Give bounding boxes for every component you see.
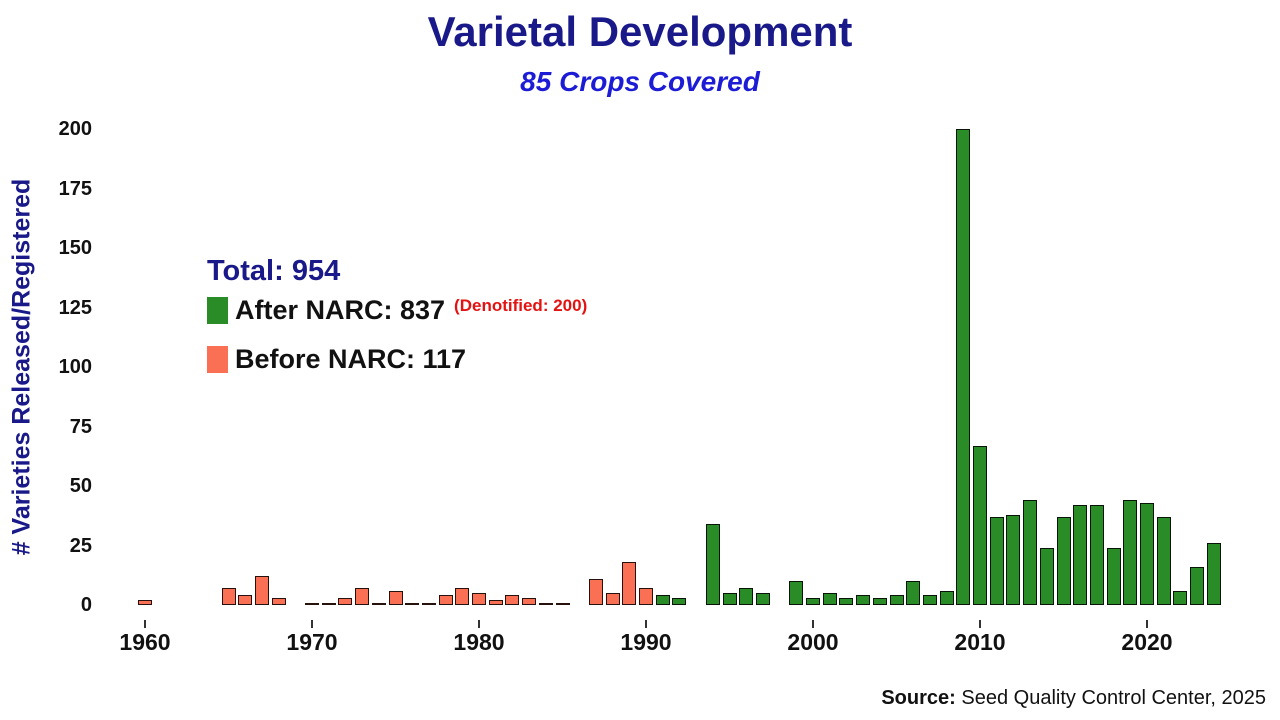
bar-2017 bbox=[1089, 505, 1104, 605]
x-tickmark-1960 bbox=[144, 620, 146, 628]
y-tick-25: 25 bbox=[69, 534, 92, 557]
bar-1996 bbox=[739, 588, 754, 605]
after-narc-swatch-icon bbox=[207, 297, 228, 324]
bar-1989 bbox=[622, 562, 637, 605]
bar-2009 bbox=[956, 129, 971, 605]
x-tick-1980: 1980 bbox=[453, 629, 505, 655]
x-tick-1990: 1990 bbox=[620, 629, 672, 655]
bar-1975 bbox=[388, 590, 403, 605]
y-tick-0: 0 bbox=[80, 594, 92, 616]
bar-2018 bbox=[1106, 547, 1121, 605]
y-tick-50: 50 bbox=[69, 475, 92, 497]
bar-1980 bbox=[472, 593, 486, 605]
bar-2001 bbox=[822, 593, 837, 605]
bar-1981 bbox=[488, 600, 503, 605]
legend-after-label: After NARC: 837 bbox=[235, 295, 446, 325]
bar-2020 bbox=[1140, 502, 1154, 605]
x-tickmark-1970 bbox=[311, 620, 313, 628]
bar-2010 bbox=[973, 445, 987, 605]
bar-2024 bbox=[1206, 543, 1221, 605]
bar-1995 bbox=[722, 593, 737, 605]
bar-1983 bbox=[522, 597, 537, 605]
bar-1982 bbox=[505, 595, 520, 605]
bar-1979 bbox=[455, 588, 470, 605]
bar-1977 bbox=[421, 602, 436, 605]
bar-1997 bbox=[755, 593, 770, 605]
bar-2023 bbox=[1190, 566, 1205, 605]
bar-1966 bbox=[238, 595, 253, 605]
y-tick-150: 150 bbox=[58, 237, 92, 259]
legend-before-label: Before NARC: 117 bbox=[235, 344, 467, 374]
bar-2015 bbox=[1056, 516, 1071, 605]
bar-1988 bbox=[605, 593, 620, 605]
bar-1974 bbox=[371, 602, 386, 605]
source-label: Source: bbox=[881, 687, 956, 709]
x-tick-1960: 1960 bbox=[119, 629, 171, 655]
x-tick-2000: 2000 bbox=[787, 629, 839, 655]
x-tick-2020: 2020 bbox=[1121, 629, 1173, 655]
bar-1971 bbox=[321, 602, 336, 605]
x-tick-1970: 1970 bbox=[286, 629, 338, 655]
legend-denotified-note: (Denotified: 200) bbox=[454, 296, 588, 315]
legend-item-after-narc: After NARC: 837 (Denotified: 200) bbox=[207, 295, 587, 325]
bar-1994 bbox=[705, 524, 720, 605]
bar-2002 bbox=[839, 597, 854, 605]
bar-1987 bbox=[588, 578, 603, 605]
bar-1985 bbox=[555, 602, 570, 605]
chart-subtitle: 85 Crops Covered bbox=[520, 66, 760, 97]
bar-2006 bbox=[906, 581, 921, 605]
bar-2003 bbox=[856, 595, 871, 605]
bar-2019 bbox=[1123, 500, 1138, 605]
bar-2013 bbox=[1023, 500, 1038, 605]
bar-1976 bbox=[405, 602, 420, 605]
bar-2004 bbox=[872, 597, 887, 605]
bar-2016 bbox=[1073, 505, 1088, 605]
chart-title: Varietal Development bbox=[427, 8, 853, 55]
bar-2014 bbox=[1039, 547, 1054, 605]
bar-2012 bbox=[1006, 514, 1021, 605]
legend-item-before-narc: Before NARC: 117 bbox=[207, 344, 466, 374]
legend-total: Total: 954 bbox=[207, 255, 341, 287]
y-tick-75: 75 bbox=[69, 415, 92, 438]
bar-2000 bbox=[806, 597, 820, 605]
bar-1972 bbox=[338, 597, 353, 605]
bar-1967 bbox=[254, 576, 269, 605]
x-tick-2010: 2010 bbox=[954, 629, 1006, 655]
bar-1968 bbox=[271, 597, 286, 605]
bar-1973 bbox=[355, 588, 370, 605]
bar-1991 bbox=[655, 595, 670, 605]
x-tickmark-1980 bbox=[478, 620, 480, 628]
bar-1999 bbox=[789, 581, 804, 605]
before-narc-swatch-icon bbox=[207, 346, 228, 373]
bar-1990 bbox=[639, 588, 653, 605]
bar-1965 bbox=[221, 588, 236, 605]
bar-1992 bbox=[672, 597, 687, 605]
bar-2005 bbox=[889, 595, 904, 605]
bar-2011 bbox=[989, 516, 1004, 605]
bar-1978 bbox=[438, 595, 453, 605]
x-tickmark-2010 bbox=[979, 620, 981, 628]
y-tick-175: 175 bbox=[58, 177, 92, 200]
x-tickmark-2000 bbox=[812, 620, 814, 628]
bar-1960 bbox=[138, 600, 152, 605]
y-tick-200: 200 bbox=[58, 118, 92, 140]
bar-2021 bbox=[1156, 516, 1171, 605]
bar-2007 bbox=[922, 595, 937, 605]
x-tickmark-2020 bbox=[1146, 620, 1148, 628]
bar-1984 bbox=[538, 602, 553, 605]
y-tick-125: 125 bbox=[58, 296, 92, 319]
x-tickmark-1990 bbox=[645, 620, 647, 628]
bar-1970 bbox=[305, 602, 319, 605]
bar-2008 bbox=[939, 590, 954, 605]
bar-2022 bbox=[1173, 590, 1188, 605]
source-note: Source: Seed Quality Control Center, 202… bbox=[881, 687, 1266, 710]
source-text: Seed Quality Control Center, 2025 bbox=[955, 687, 1266, 709]
y-tick-100: 100 bbox=[58, 356, 92, 378]
